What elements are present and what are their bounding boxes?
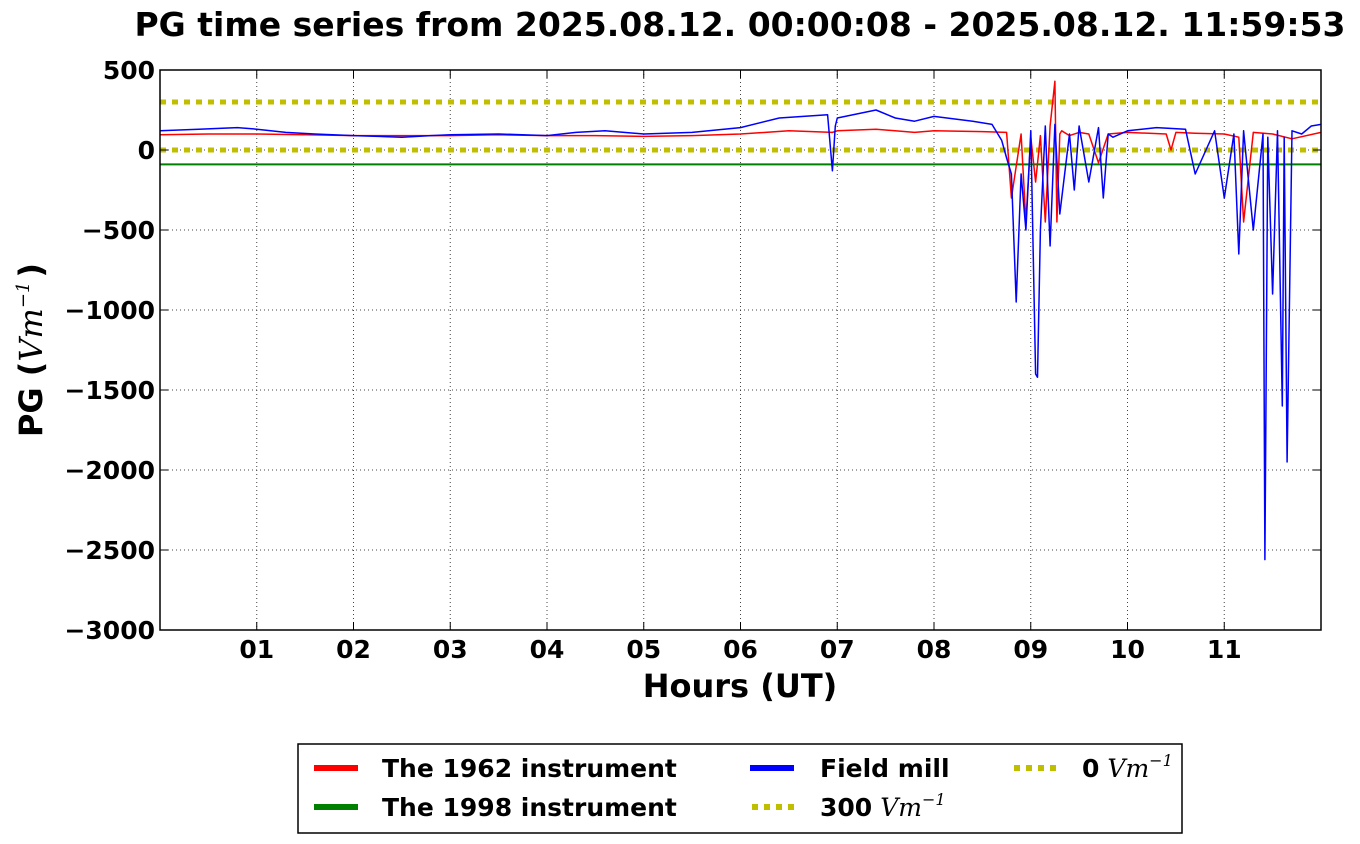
chart-title: PG time series from 2025.08.12. 00:00:08… [135,5,1346,44]
x-tick-label: 04 [530,635,565,664]
legend-label-field-mill: Field mill [820,754,950,783]
x-tick-label: 06 [723,635,758,664]
series-line-field-mill [159,109,1322,561]
y-tick-label: −2500 [64,536,155,565]
x-tick-label: 03 [433,635,468,664]
legend-label-0-unit: Vm [1107,754,1149,783]
series-line-1962-instrument [159,80,1322,223]
y-axis-label-exp: −1 [13,282,34,309]
legend: The 1962 instrument The 1998 instrument … [297,743,1183,834]
legend-label-300: 300 Vm−1 [820,790,946,822]
x-tick-label: 01 [239,635,274,664]
y-tick-label: −500 [82,216,155,245]
legend-label-0-exp: −1 [1149,751,1173,770]
legend-label-0: 0 Vm−1 [1082,751,1173,783]
y-axis-label-suffix: ) [12,263,50,278]
x-tick-label: 08 [917,635,952,664]
legend-label-300-exp: −1 [922,790,946,809]
x-axis-label: Hours (UT) [643,667,838,705]
y-tick-label: 0 [138,136,155,165]
y-tick-label: −3000 [64,616,155,645]
series-layer [159,80,1322,561]
legend-label-1998: The 1998 instrument [382,793,677,822]
y-tick-label: 500 [103,56,155,85]
x-tick-label: 02 [336,635,371,664]
legend-label-0-number: 0 [1082,754,1099,783]
y-tick-label: −2000 [64,456,155,485]
legend-label-300-unit: Vm [880,793,922,822]
x-tick-label: 05 [626,635,661,664]
x-tick-label: 09 [1013,635,1048,664]
y-axis-label: PG (Vm−1) [12,263,50,437]
y-axis-label-unit: Vm [12,308,50,361]
y-tick-label: −1000 [64,296,155,325]
y-axis-label-prefix: PG ( [12,362,50,437]
grid-layer [160,69,1321,631]
legend-label-1962: The 1962 instrument [382,754,677,783]
tick-layer: 01 02 03 04 05 06 07 08 09 10 11 500 0 −500 −1000 −1500… [64,56,1321,664]
legend-box [297,743,1183,834]
x-tick-label: 07 [820,635,855,664]
x-tick-label: 11 [1207,635,1242,664]
y-tick-label: −1500 [64,376,155,405]
x-tick-label: 10 [1110,635,1145,664]
legend-label-300-number: 300 [820,793,872,822]
